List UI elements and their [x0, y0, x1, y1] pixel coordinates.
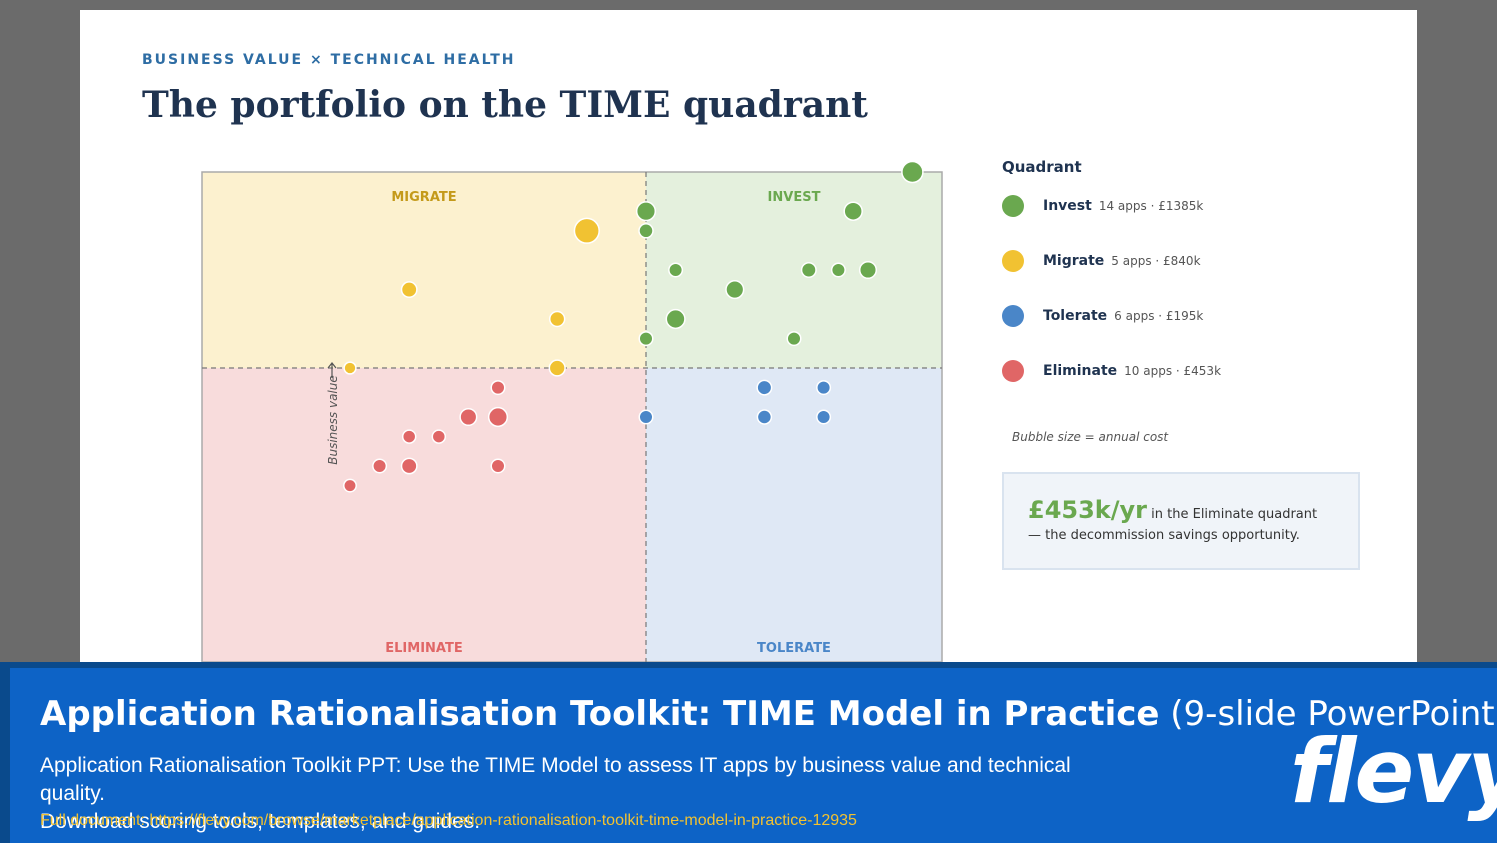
- bubble-invest: [635, 201, 657, 222]
- legend: Quadrant Invest 14 apps · £1385k Migrate…: [1002, 158, 1342, 382]
- banner-desc-line-1: Application Rationalisation Toolkit PPT:…: [40, 754, 1071, 805]
- legend-name: Invest: [1043, 198, 1092, 214]
- bubble-tolerate: [638, 409, 654, 425]
- legend-name: Tolerate: [1043, 308, 1108, 324]
- bubble-eliminate: [487, 406, 509, 428]
- time-quadrant-chart: MIGRATE INVEST ELIMINATE TOLERATE Business v…: [201, 160, 943, 663]
- bubble-eliminate: [343, 478, 357, 493]
- bubble-migrate: [548, 359, 566, 377]
- bubble-tolerate: [756, 409, 773, 425]
- quadrant-eliminate: [202, 368, 646, 662]
- legend-title: Quadrant: [1002, 158, 1082, 176]
- bubble-invest: [786, 331, 802, 347]
- promo-banner-inner: Application Rationalisation Toolkit: TIM…: [10, 668, 1497, 843]
- quadrant-label-invest: INVEST: [768, 190, 821, 205]
- bubble-migrate: [343, 361, 357, 375]
- bubble-eliminate: [400, 457, 418, 475]
- bubble-eliminate: [459, 407, 478, 427]
- slide: BUSINESS VALUE × TECHNICAL HEALTH The po…: [80, 10, 1417, 670]
- bubble-invest: [638, 223, 654, 239]
- callout-amount: £453k/yr: [1028, 496, 1148, 524]
- bubble-migrate: [573, 217, 600, 244]
- legend-item-invest: Invest 14 apps · £1385k: [1002, 194, 1203, 218]
- flevy-logo[interactable]: flevy: [1290, 720, 1497, 823]
- savings-callout: £453k/yr in the Eliminate quadrant — the…: [1002, 472, 1360, 570]
- quadrant-migrate: [202, 172, 646, 368]
- legend-meta: 14 apps · £1385k: [1098, 199, 1204, 213]
- legend-dot-eliminate: [1002, 360, 1024, 382]
- legend-meta: 5 apps · £840k: [1111, 254, 1201, 268]
- bubble-eliminate: [431, 429, 447, 444]
- legend-dot-migrate: [1002, 250, 1024, 272]
- quadrant-label-migrate: MIGRATE: [391, 190, 456, 205]
- bubble-invest: [665, 308, 686, 330]
- quadrant-label-eliminate: ELIMINATE: [385, 641, 462, 656]
- banner-document-link[interactable]: Full document: https://flevy.com/browse/…: [40, 812, 857, 829]
- bubble-eliminate: [372, 458, 388, 474]
- legend-item-eliminate: Eliminate 10 apps · £453k: [1002, 359, 1221, 383]
- callout-text: in the Eliminate quadrant — the decommis…: [1028, 507, 1318, 543]
- banner-description: Application Rationalisation Toolkit PPT:…: [40, 752, 1140, 836]
- banner-title: Application Rationalisation Toolkit: TIM…: [40, 694, 1497, 734]
- banner-title-main: Application Rationalisation Toolkit: TIM…: [40, 694, 1160, 734]
- bubble-tolerate: [816, 409, 832, 425]
- legend-item-migrate: Migrate 5 apps · £840k: [1002, 249, 1201, 273]
- bubble-migrate: [400, 281, 418, 299]
- legend-meta: 6 apps · £195k: [1114, 309, 1204, 323]
- bubble-invest: [668, 262, 684, 278]
- banner-title-suffix: (9-slide PowerPoint): [1170, 694, 1497, 734]
- bubble-eliminate: [490, 380, 506, 396]
- legend-dot-invest: [1002, 195, 1024, 217]
- bubble-invest: [901, 160, 924, 184]
- bubble-eliminate: [490, 458, 506, 474]
- bubble-size-note: Bubble size = annual cost: [1012, 430, 1169, 444]
- bubble-invest: [638, 331, 654, 347]
- quadrant-tolerate: [646, 368, 942, 662]
- quadrant-label-tolerate: TOLERATE: [757, 641, 831, 656]
- bubble-invest: [858, 260, 878, 280]
- callout-body: £453k/yr in the Eliminate quadrant — the…: [1028, 498, 1334, 546]
- legend-item-tolerate: Tolerate 6 apps · £195k: [1002, 304, 1203, 328]
- banner-desc-line-2: Download scoring tools, templates, and g…: [40, 810, 481, 833]
- bubble-invest: [800, 262, 817, 278]
- legend-meta: 10 apps · £453k: [1124, 364, 1222, 378]
- legend-dot-tolerate: [1002, 305, 1024, 327]
- legend-name: Migrate: [1043, 253, 1105, 269]
- axis-label-business-value: Business value: [326, 375, 340, 465]
- bubble-invest: [830, 262, 846, 278]
- bubble-invest: [843, 201, 863, 221]
- bubble-migrate: [548, 310, 566, 328]
- axis-arrow-icon: [327, 362, 337, 378]
- legend-name: Eliminate: [1043, 363, 1118, 379]
- bubble-eliminate: [401, 429, 417, 444]
- slide-title: The portfolio on the TIME quadrant: [142, 84, 868, 126]
- bubble-invest: [725, 280, 745, 300]
- slide-eyebrow: BUSINESS VALUE × TECHNICAL HEALTH: [142, 52, 516, 68]
- bubble-tolerate: [816, 380, 832, 396]
- promo-banner: Application Rationalisation Toolkit: TIM…: [0, 662, 1497, 843]
- bubble-tolerate: [756, 379, 773, 396]
